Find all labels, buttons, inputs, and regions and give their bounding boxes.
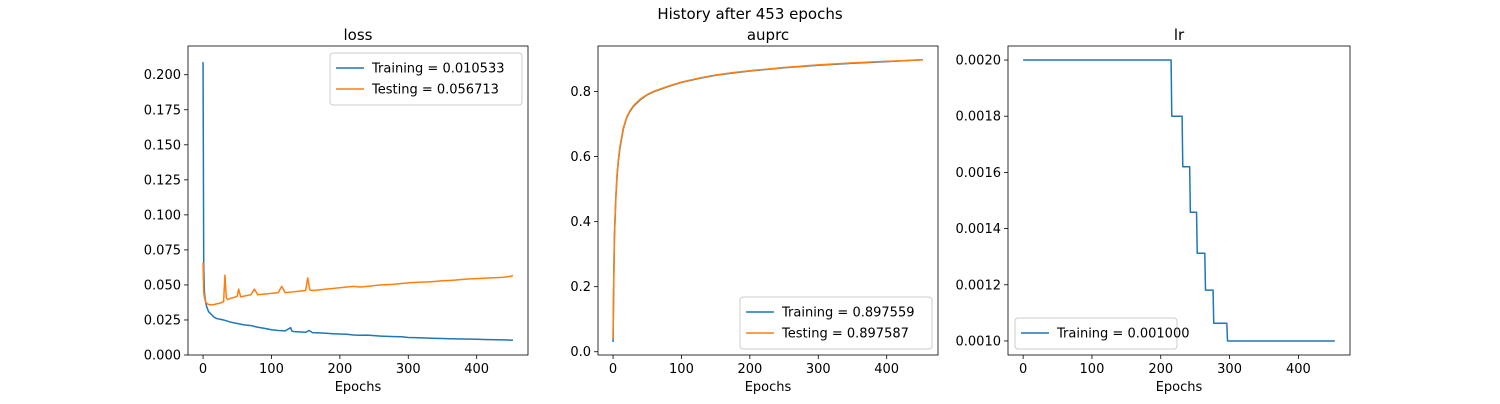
y-tick-label: 0.075 <box>144 243 181 258</box>
y-tick-label: 0.000 <box>144 349 181 364</box>
legend: Training = 0.001000 <box>1014 317 1189 350</box>
axes-title: loss <box>344 26 373 44</box>
x-axis-label: Epochs <box>1156 380 1203 395</box>
y-tick-label: 0.8 <box>570 85 591 100</box>
legend-box <box>329 52 523 106</box>
axes-frame <box>597 45 939 356</box>
y-tick-label: 0.025 <box>144 313 181 328</box>
x-tick-label: 200 <box>737 362 762 377</box>
x-tick-label: 100 <box>669 362 694 377</box>
legend-entry-label: Training = 0.897559 <box>781 306 914 321</box>
x-tick-label: 100 <box>259 362 284 377</box>
y-tick-label: 0.0018 <box>956 110 1002 125</box>
x-axis-label: Epochs <box>335 380 382 395</box>
legend-entry-label: Training = 0.010533 <box>371 62 504 77</box>
legend-box <box>1014 317 1178 350</box>
y-tick-label: 0.050 <box>144 278 181 293</box>
x-tick-label: 400 <box>874 362 899 377</box>
y-tick-label: 0.2 <box>570 280 591 295</box>
x-tick-label: 0 <box>609 362 617 377</box>
subplot-auprc: auprc 0 100 200 300 400 0.0 0.2 0.4 0.6 0.8 Epochs T… <box>570 26 939 395</box>
y-tick-label: 0.6 <box>570 150 591 165</box>
y-tick-label: 0.0020 <box>956 54 1002 69</box>
y-tick-label: 0.125 <box>144 173 181 188</box>
x-tick-label: 200 <box>1148 362 1173 377</box>
y-tick-label: 0.0010 <box>956 334 1002 349</box>
axes-title: lr <box>1174 26 1185 44</box>
y-tick-label: 0.150 <box>144 138 181 153</box>
y-tick-label: 0.0014 <box>956 222 1002 237</box>
series-line-training <box>1023 59 1335 342</box>
x-tick-label: 400 <box>464 362 489 377</box>
y-tick-label: 0.100 <box>144 208 181 223</box>
x-tick-label: 300 <box>396 362 421 377</box>
y-tick-label: 0.175 <box>144 103 181 118</box>
subplot-lr: lr 0 100 200 300 400 0.0010 0.0012 0.0014 0.0016 0… <box>956 26 1351 395</box>
y-tick-label: 0.4 <box>570 215 591 230</box>
legend-entry-label: Training = 0.001000 <box>1056 327 1189 342</box>
x-tick-label: 200 <box>327 362 352 377</box>
x-tick-label: 400 <box>1286 362 1311 377</box>
axes-frame <box>1007 45 1351 356</box>
x-tick-label: 300 <box>1217 362 1242 377</box>
legend-box <box>739 296 933 350</box>
x-tick-label: 0 <box>199 362 207 377</box>
y-tick-label: 0.0016 <box>956 166 1002 181</box>
figure-suptitle: History after 453 epochs <box>657 5 843 23</box>
legend-entry-label: Testing = 0.056713 <box>371 83 499 98</box>
legend-entry-label: Testing = 0.897587 <box>781 327 909 342</box>
series-line-testing <box>612 59 923 339</box>
y-tick-label: 0.0 <box>570 345 591 360</box>
axes-frame <box>187 45 529 356</box>
x-tick-label: 300 <box>806 362 831 377</box>
x-tick-label: 100 <box>1080 362 1105 377</box>
series-line-training <box>202 62 513 341</box>
subplot-loss: loss 0 100 200 300 400 0.000 0.025 0.050 0.075 0.1… <box>144 26 529 395</box>
y-tick-label: 0.200 <box>144 68 181 83</box>
legend: Training = 0.010533 Testing = 0.056713 <box>329 52 523 106</box>
x-axis-label: Epochs <box>745 380 792 395</box>
legend: Training = 0.897559 Testing = 0.897587 <box>739 296 933 350</box>
axes-title: auprc <box>747 26 789 44</box>
x-tick-label: 0 <box>1019 362 1027 377</box>
series-line-testing <box>202 262 514 306</box>
y-tick-label: 0.0012 <box>956 278 1002 293</box>
